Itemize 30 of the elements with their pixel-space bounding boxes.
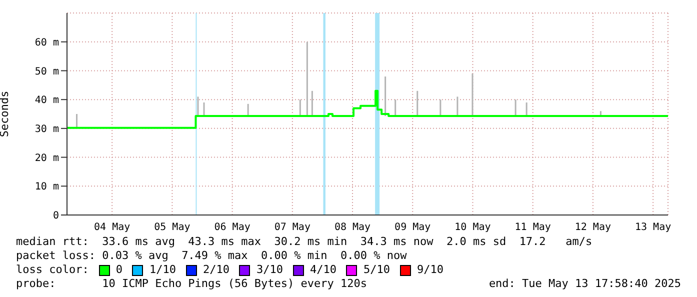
x-tick-label: 06 May — [214, 222, 250, 234]
legend-label: 0 — [116, 263, 122, 277]
x-tick-label: 04 May — [94, 222, 130, 234]
x-tick-label: 07 May — [274, 222, 310, 234]
y-axis-title: Seconds — [0, 90, 11, 138]
legend-title: loss color: — [16, 263, 89, 277]
x-tick-label: 12 May — [574, 222, 612, 234]
legend-label: 9/10 — [416, 263, 444, 277]
x-tick-label: 10 May — [454, 222, 491, 234]
x-tick-label: 11 May — [514, 222, 551, 234]
y-tick-label: 60 m — [34, 37, 59, 48]
legend-label: 3/10 — [256, 263, 283, 277]
legend-label: 1/10 — [149, 263, 176, 277]
text: packet loss: 0.03 % avg 7.49 % max 0.00 % min 0.00 % now — [16, 249, 408, 263]
x-tick-label: 09 May — [394, 222, 431, 234]
x-tick-label: 05 May — [154, 222, 190, 234]
y-tick-label: 20 m — [34, 152, 59, 164]
text: probe: 10 ICMP Echo Pings (56 Bytes) every 120s — [16, 277, 367, 290]
y-tick-label: 40 m — [34, 95, 59, 106]
legend-label: 5/10 — [363, 263, 390, 277]
y-tick-label: 0 — [52, 210, 59, 222]
x-tick-label: 13 May — [634, 222, 672, 234]
legend-label: 4/10 — [310, 263, 336, 277]
text: end: Tue May 13 17:58:40 2025 — [488, 277, 681, 290]
legend-label: 2/10 — [202, 263, 230, 277]
y-tick-label: 10 m — [34, 182, 59, 193]
x-tick-label: 08 May — [334, 222, 371, 234]
text: median rtt: 33.6 ms avg 43.3 ms max 30.2 ms min 34.3 ms now 2.0 ms sd 17.2 am/s — [16, 235, 592, 249]
y-tick-label: 50 m — [34, 66, 59, 78]
y-tick-label: 30 m — [34, 124, 59, 135]
